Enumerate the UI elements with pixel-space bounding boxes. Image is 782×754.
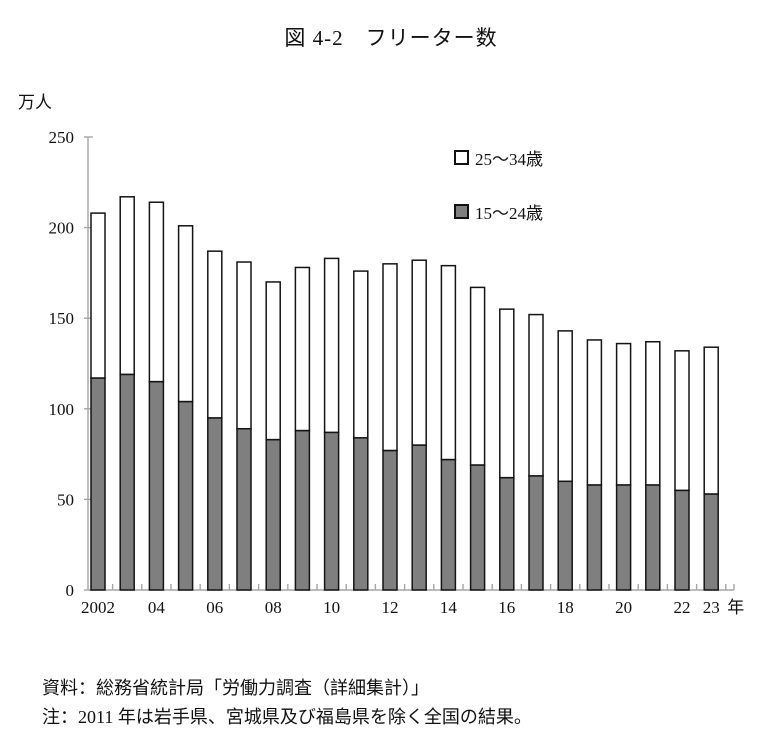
bar-segment-15-24 (119, 373, 135, 591)
x-tick-label: 20 (615, 598, 632, 617)
x-tick-label: 22 (674, 598, 691, 617)
bar-segment-15-24 (323, 431, 340, 591)
legend: 25～34歳 15～24歳 (454, 145, 543, 224)
bar-segment-15-24 (90, 377, 106, 591)
x-tick-label: 14 (440, 598, 458, 617)
bar-segment-15-24 (148, 380, 165, 591)
bar-segment-15-24 (236, 427, 252, 591)
x-tick-label: 16 (498, 598, 515, 617)
bar-segment-15-24 (207, 417, 223, 591)
x-tick-label: 23 (703, 598, 720, 617)
bar-segment-15-24 (586, 484, 603, 591)
bar-segment-15-24 (353, 437, 369, 591)
bar-segment-25-34 (323, 257, 340, 434)
legend-label-15-24: 15～24歳 (475, 204, 543, 223)
data-note: 注：2011 年は岩手県、宮城県及び福島県を除く全国の結果。 (42, 707, 532, 727)
bar-segment-25-34 (90, 212, 106, 379)
bar-segment-15-24 (411, 444, 427, 591)
bar-segment-25-34 (557, 330, 573, 483)
bar-segment-15-24 (177, 400, 194, 591)
bar-segment-25-34 (615, 342, 632, 486)
x-tick-label: 06 (206, 598, 223, 617)
x-tick-label: 08 (265, 598, 282, 617)
bar-segment-25-34 (674, 350, 690, 492)
legend-label-25-34: 25～34歳 (475, 150, 543, 169)
x-tick-label: 10 (323, 598, 340, 617)
bar-segment-25-34 (499, 308, 515, 479)
y-tick-label: 250 (49, 128, 75, 147)
bar-segment-15-24 (469, 464, 486, 591)
bar-segment-15-24 (499, 476, 515, 591)
bar-segment-15-24 (615, 484, 632, 591)
bar-segment-25-34 (207, 250, 223, 419)
bar-segment-25-34 (528, 313, 544, 477)
bar-segment-15-24 (674, 489, 690, 591)
bar-segment-25-34 (148, 201, 165, 383)
bar-segment-25-34 (469, 286, 486, 466)
x-axis-unit-label: 年 (727, 598, 744, 617)
y-tick-label: 50 (57, 490, 74, 509)
x-tick-label: 2002 (81, 598, 115, 617)
bar-segment-25-34 (440, 264, 457, 461)
figure-title: 図 4-2 フリーター数 (284, 26, 498, 50)
legend-swatch-15-24-icon (454, 204, 469, 219)
bar-segment-25-34 (703, 346, 719, 495)
bar-segment-25-34 (177, 225, 194, 403)
bar-segment-25-34 (645, 341, 661, 486)
bar-segment-15-24 (703, 493, 719, 591)
bar-segment-25-34 (236, 261, 252, 430)
bar-segment-15-24 (265, 438, 281, 591)
bar-segment-25-34 (382, 263, 398, 452)
y-tick-label: 100 (49, 400, 75, 419)
bar-segment-25-34 (119, 196, 135, 376)
bar-segment-15-24 (645, 484, 661, 591)
x-tick-label: 04 (148, 598, 166, 617)
legend-item-15-24: 15～24歳 (454, 199, 543, 224)
x-tick-label: 18 (557, 598, 574, 617)
y-tick-label: 0 (66, 581, 75, 600)
figure-notes: 資料：総務省統計局「労働力調査（詳細集計）」 注：2011 年は岩手県、宮城県及… (42, 674, 532, 732)
bar-segment-15-24 (294, 429, 311, 591)
bar-segment-15-24 (528, 475, 544, 591)
y-tick-label: 200 (49, 219, 75, 238)
bar-segment-15-24 (440, 458, 457, 591)
legend-item-25-34: 25～34歳 (454, 145, 543, 170)
bar-segment-15-24 (557, 480, 573, 591)
bar-segment-25-34 (294, 266, 311, 432)
bar-segment-25-34 (411, 259, 427, 446)
legend-swatch-25-34-icon (454, 150, 469, 165)
bar-segment-25-34 (353, 270, 369, 439)
y-axis-unit-label: 万人 (18, 93, 52, 112)
bar-segment-25-34 (586, 339, 603, 486)
source-note: 資料：総務省統計局「労働力調査（詳細集計）」 (42, 678, 429, 698)
bar-segment-15-24 (382, 449, 398, 591)
y-tick-label: 150 (49, 309, 75, 328)
bar-segment-25-34 (265, 281, 281, 441)
x-tick-label: 12 (382, 598, 399, 617)
